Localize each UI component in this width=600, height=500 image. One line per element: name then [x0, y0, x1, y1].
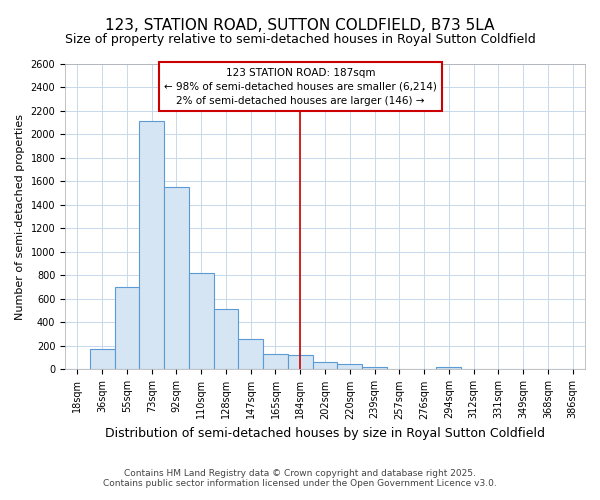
Bar: [139, 121, 164, 370]
Text: Contains HM Land Registry data © Crown copyright and database right 2025.: Contains HM Land Registry data © Crown c…: [124, 468, 476, 477]
Y-axis label: Number of semi-detached properties: Number of semi-detached properties: [15, 114, 25, 320]
Bar: [90, 349, 115, 370]
Text: 123, STATION ROAD, SUTTON COLDFIELD, B73 5LA: 123, STATION ROAD, SUTTON COLDFIELD, B73…: [105, 18, 495, 32]
X-axis label: Distribution of semi-detached houses by size in Royal Sutton Coldfield: Distribution of semi-detached houses by …: [105, 427, 545, 440]
Text: Size of property relative to semi-detached houses in Royal Sutton Coldfield: Size of property relative to semi-detach…: [65, 32, 535, 46]
Bar: [337, 364, 362, 370]
Bar: [436, 367, 461, 370]
Bar: [189, 272, 214, 370]
Bar: [263, 354, 288, 370]
Bar: [288, 356, 313, 370]
Bar: [387, 369, 412, 370]
Bar: [362, 367, 387, 370]
Bar: [238, 340, 263, 370]
Bar: [164, 188, 189, 370]
Bar: [214, 309, 238, 370]
Bar: [115, 287, 139, 370]
Text: 123 STATION ROAD: 187sqm
← 98% of semi-detached houses are smaller (6,214)
2% of: 123 STATION ROAD: 187sqm ← 98% of semi-d…: [164, 68, 437, 106]
Bar: [313, 362, 337, 370]
Text: Contains public sector information licensed under the Open Government Licence v3: Contains public sector information licen…: [103, 478, 497, 488]
